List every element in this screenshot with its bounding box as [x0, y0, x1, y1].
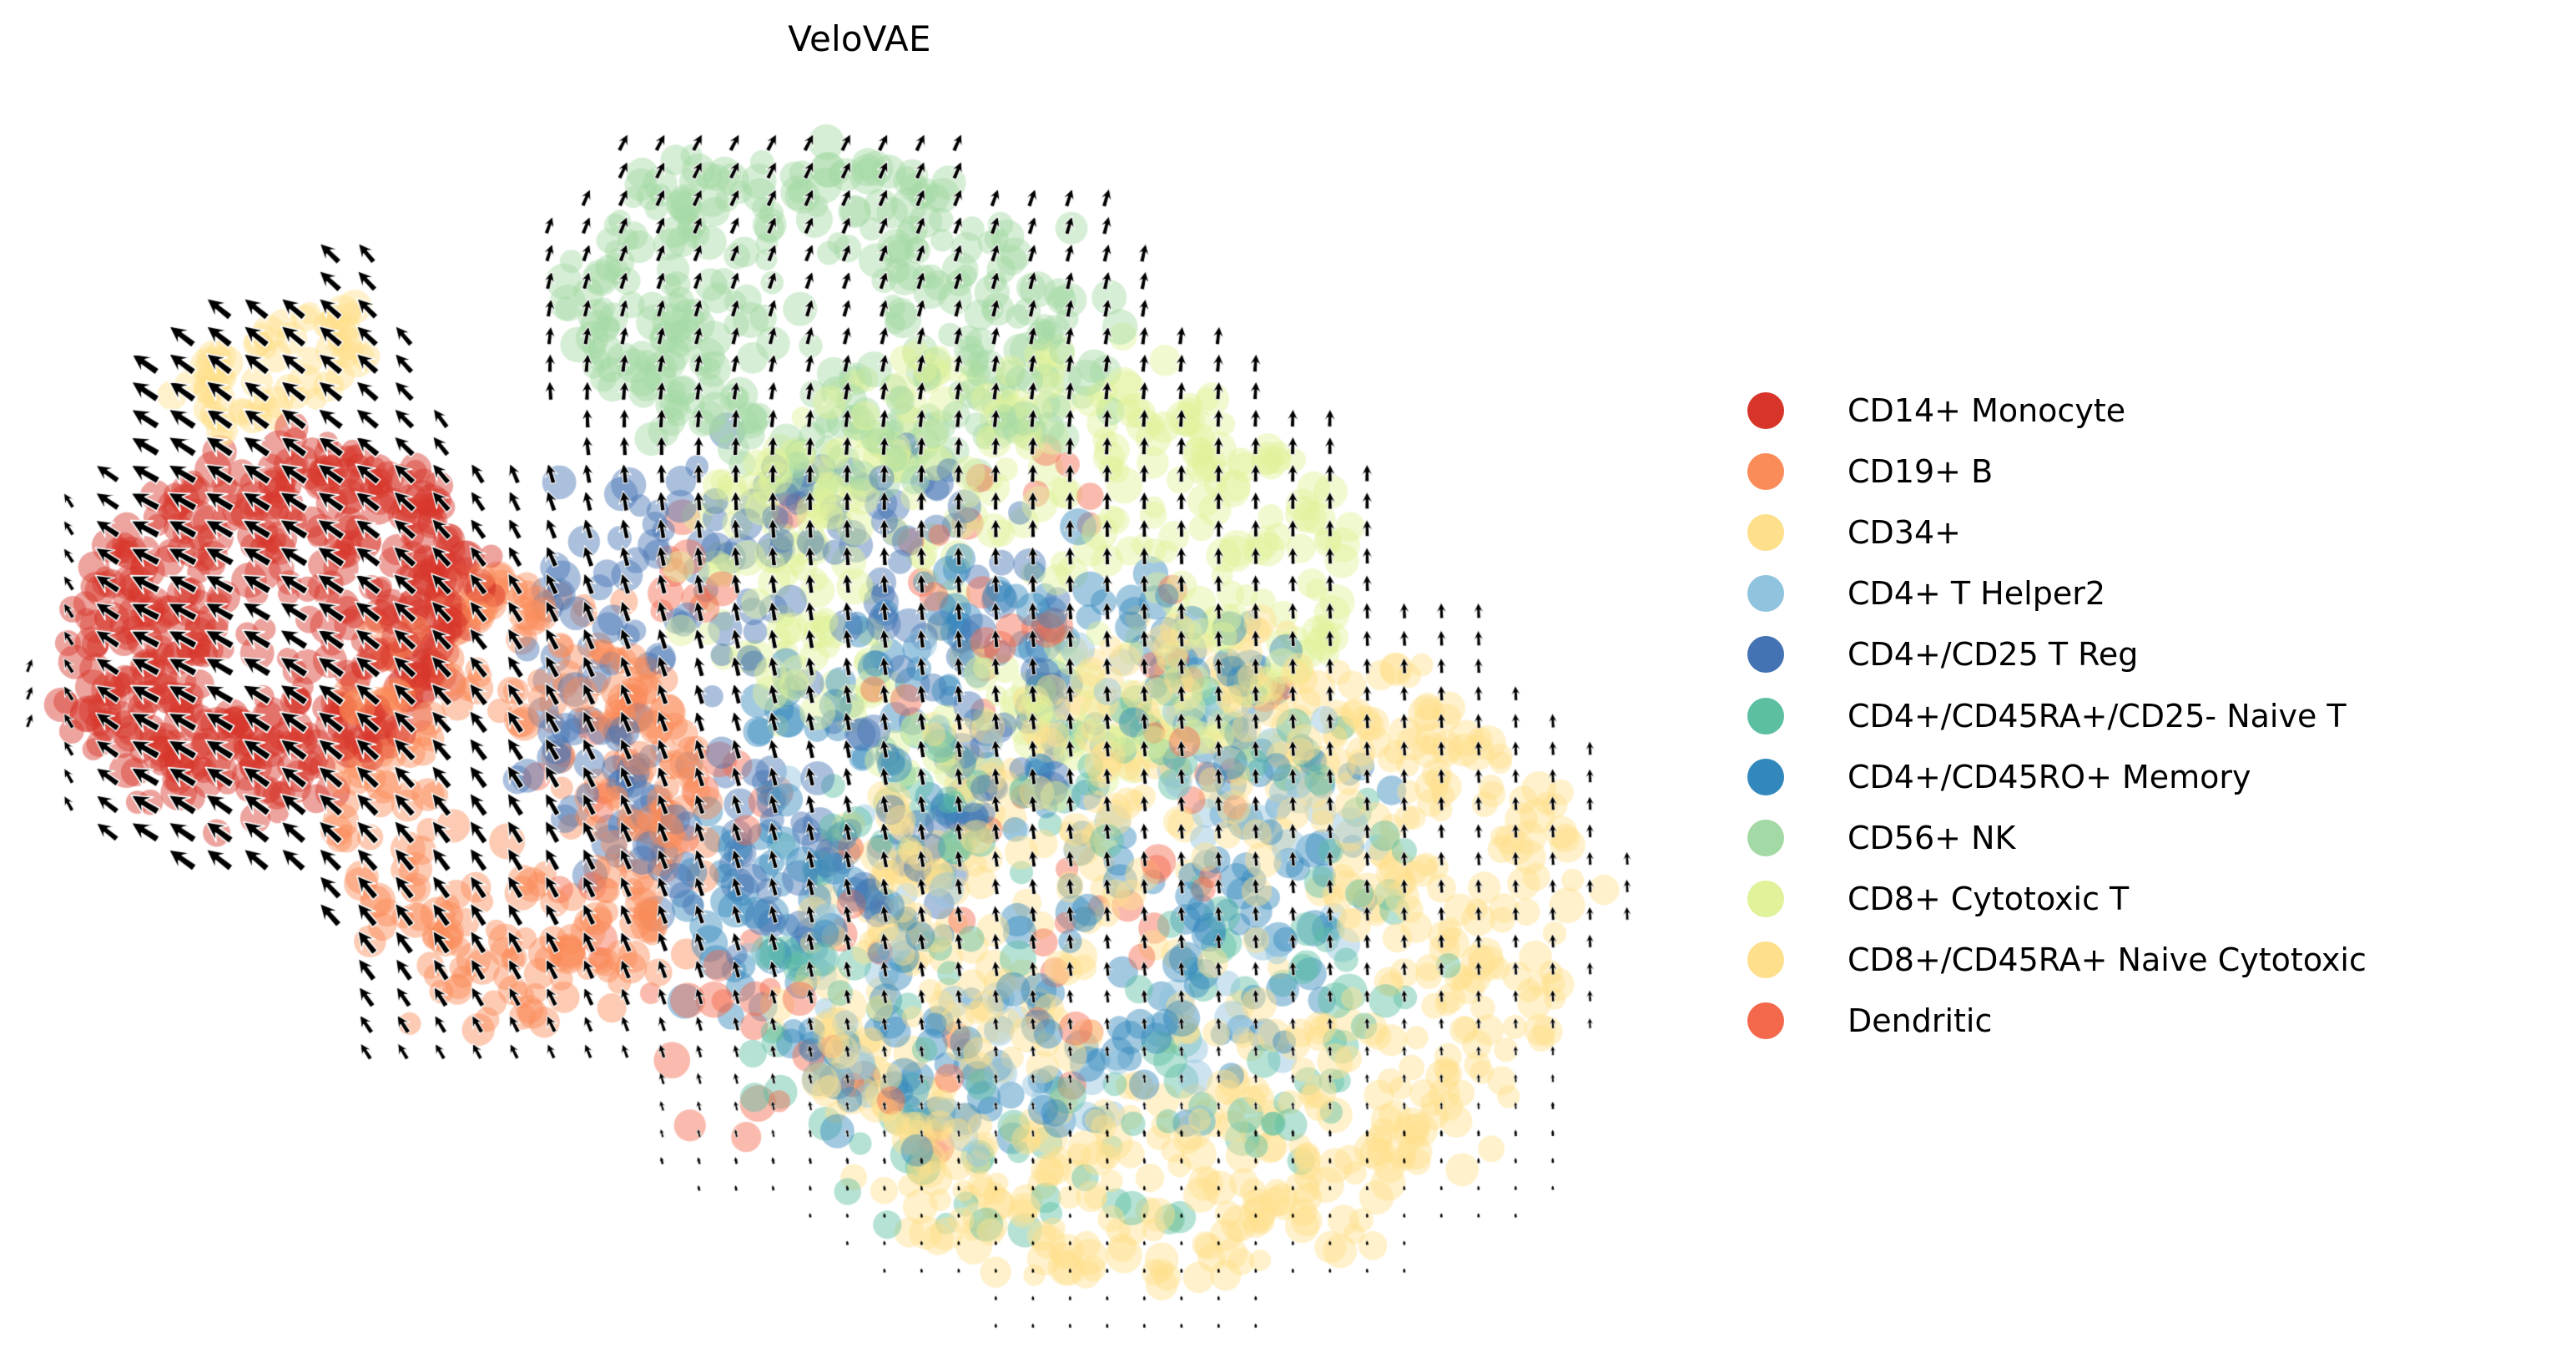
legend-item[interactable]: CD4+ T Helper2	[1744, 563, 2528, 624]
legend-item-label: Dendritic	[1848, 1002, 1993, 1040]
legend-item-label: CD4+/CD25 T Reg	[1848, 636, 2139, 674]
legend-item[interactable]: CD34+	[1744, 502, 2528, 563]
legend-item[interactable]: CD8+/CD45RA+ Naive Cytotoxic	[1744, 930, 2528, 991]
legend-item[interactable]: Dendritic	[1744, 991, 2528, 1052]
legend-item-label: CD56+ NK	[1848, 819, 2016, 856]
legend-marker-dot	[1747, 575, 1784, 613]
legend-marker-dot	[1747, 881, 1784, 918]
legend-item[interactable]: CD4+/CD45RO+ Memory	[1744, 746, 2528, 807]
legend-marker-dot	[1747, 758, 1784, 795]
legend-marker-dot	[1747, 452, 1784, 490]
legend-item[interactable]: CD8+ Cytotoxic T	[1744, 869, 2528, 930]
legend-marker-dot	[1747, 391, 1784, 429]
legend-item-label: CD14+ Monocyte	[1848, 391, 2126, 429]
legend-item-label: CD19+ B	[1848, 452, 1994, 490]
velocity-arrows-layer	[0, 50, 1719, 1363]
legend-item[interactable]: CD19+ B	[1744, 441, 2528, 502]
legend-item-label: CD8+/CD45RA+ Naive Cytotoxic	[1848, 941, 2367, 979]
legend-marker-dot	[1747, 941, 1784, 979]
legend-item[interactable]: CD56+ NK	[1744, 807, 2528, 868]
legend-marker-dot	[1747, 697, 1784, 735]
legend-item[interactable]: CD14+ Monocyte	[1744, 380, 2528, 441]
legend-item-label: CD4+ T Helper2	[1848, 575, 2105, 613]
legend-item-label: CD4+/CD45RO+ Memory	[1848, 758, 2251, 795]
legend-marker-dot	[1747, 1002, 1784, 1040]
legend-item[interactable]: CD4+/CD45RA+/CD25- Naive T	[1744, 685, 2528, 746]
legend-marker-dot	[1747, 513, 1784, 551]
legend: CD14+ Monocyte CD19+ B CD34+ CD4+ T Helper2…	[1744, 380, 2528, 1052]
legend-item-label: CD8+ Cytotoxic T	[1848, 881, 2130, 918]
legend-item-label: CD34+	[1848, 513, 1961, 551]
legend-marker-dot	[1747, 819, 1784, 856]
legend-item[interactable]: CD4+/CD25 T Reg	[1744, 624, 2528, 685]
legend-marker-dot	[1747, 636, 1784, 674]
scatter-plot-axes	[0, 50, 1719, 1363]
legend-item-label: CD4+/CD45RA+/CD25- Naive T	[1848, 697, 2347, 735]
